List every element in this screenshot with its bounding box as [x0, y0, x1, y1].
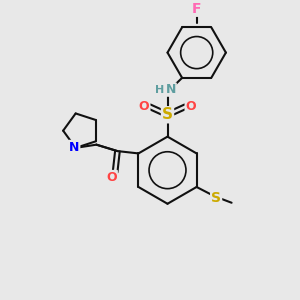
Text: F: F — [192, 2, 201, 16]
Text: S: S — [162, 107, 173, 122]
Text: O: O — [139, 100, 149, 113]
Text: N: N — [69, 141, 80, 154]
Text: S: S — [211, 191, 221, 205]
Text: H: H — [155, 85, 164, 95]
Text: O: O — [185, 100, 196, 113]
Text: N: N — [166, 83, 176, 96]
Text: O: O — [106, 171, 117, 184]
